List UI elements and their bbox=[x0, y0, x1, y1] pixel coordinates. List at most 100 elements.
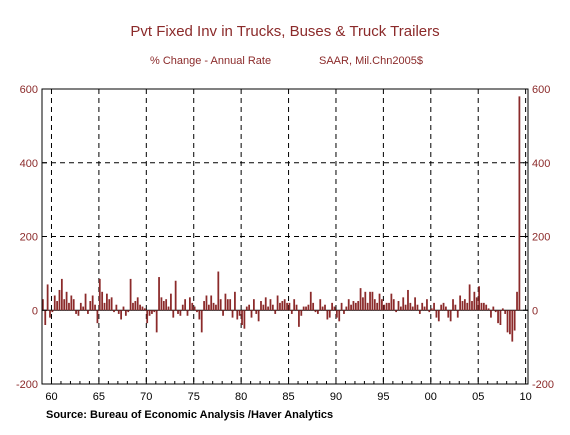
bar bbox=[226, 299, 229, 311]
y-axis-right: -200 0 200 400 600 bbox=[523, 84, 554, 391]
bar bbox=[110, 297, 113, 311]
x-tick-label: 05 bbox=[472, 391, 484, 403]
bar bbox=[288, 302, 291, 311]
bar bbox=[248, 304, 251, 311]
y-tick-label-right: 200 bbox=[532, 232, 550, 244]
bar bbox=[423, 306, 426, 311]
bar bbox=[198, 310, 201, 320]
bar bbox=[347, 299, 350, 311]
bar bbox=[210, 295, 213, 311]
x-axis: 60 65 70 75 80 85 90 95 00 05 10 bbox=[41, 378, 532, 403]
bar bbox=[305, 306, 307, 311]
bar bbox=[463, 299, 466, 311]
bar bbox=[411, 306, 414, 311]
x-tick-label: 80 bbox=[235, 391, 247, 403]
bar bbox=[426, 299, 428, 311]
bar bbox=[75, 310, 77, 314]
bar bbox=[295, 304, 298, 311]
bar bbox=[72, 299, 75, 311]
bar bbox=[482, 302, 485, 311]
bar bbox=[219, 299, 222, 311]
bar bbox=[224, 293, 227, 311]
bar bbox=[65, 291, 68, 311]
bar bbox=[333, 306, 336, 311]
bar bbox=[364, 291, 367, 311]
bar bbox=[373, 299, 376, 311]
bar bbox=[250, 310, 253, 318]
bar bbox=[234, 291, 236, 311]
bar bbox=[302, 306, 305, 311]
bar bbox=[241, 310, 243, 325]
bar bbox=[490, 310, 492, 318]
bar bbox=[357, 301, 360, 311]
x-tick-label: 90 bbox=[330, 391, 342, 403]
bar bbox=[345, 306, 348, 311]
bar bbox=[485, 304, 488, 311]
bar bbox=[172, 310, 175, 318]
x-tick-label: 95 bbox=[377, 391, 389, 403]
bar bbox=[376, 302, 379, 311]
bar bbox=[511, 310, 514, 342]
bar bbox=[343, 310, 345, 314]
bar bbox=[501, 308, 504, 311]
bar bbox=[205, 295, 208, 311]
chart-title: Pvt Fixed Inv in Trucks, Buses & Truck T… bbox=[130, 23, 439, 40]
bar bbox=[487, 308, 490, 311]
bar bbox=[155, 310, 158, 333]
bar bbox=[82, 306, 85, 311]
bar bbox=[335, 310, 338, 318]
bar bbox=[435, 310, 438, 318]
bar bbox=[300, 310, 303, 316]
bars bbox=[42, 96, 521, 342]
bar bbox=[188, 297, 191, 311]
bar bbox=[328, 310, 331, 318]
bar bbox=[212, 302, 215, 311]
bar bbox=[395, 310, 398, 313]
bar bbox=[186, 310, 189, 316]
bar bbox=[326, 310, 329, 320]
bar bbox=[516, 291, 518, 311]
bar bbox=[117, 310, 120, 314]
bar bbox=[271, 304, 274, 311]
bar bbox=[245, 306, 248, 311]
x-tick-label: 10 bbox=[520, 391, 532, 403]
y-tick-label-right: -200 bbox=[532, 379, 554, 391]
bar bbox=[68, 302, 70, 311]
bar bbox=[290, 310, 293, 314]
bar bbox=[409, 302, 412, 311]
bar bbox=[113, 310, 115, 313]
bar bbox=[518, 96, 521, 311]
source-note: Source: Bureau of Economic Analysis /Hav… bbox=[46, 409, 333, 421]
bar bbox=[91, 295, 94, 311]
bar bbox=[101, 291, 104, 311]
bar bbox=[141, 306, 144, 311]
chart-subtitle-right: SAAR, Mil.Chn2005$ bbox=[319, 55, 423, 67]
bar bbox=[267, 306, 269, 311]
bar bbox=[46, 284, 49, 311]
bar bbox=[286, 302, 288, 311]
bar bbox=[388, 302, 390, 311]
bar bbox=[200, 310, 203, 333]
bar bbox=[146, 310, 149, 324]
bar bbox=[392, 299, 395, 311]
bar bbox=[49, 310, 51, 318]
bar bbox=[158, 277, 160, 311]
bar bbox=[513, 310, 516, 331]
bar bbox=[390, 293, 393, 311]
bar bbox=[480, 302, 483, 311]
bar bbox=[452, 299, 454, 311]
bar bbox=[120, 310, 123, 320]
bar bbox=[314, 310, 317, 313]
bar bbox=[381, 299, 383, 311]
bar bbox=[151, 310, 153, 314]
bar bbox=[350, 304, 352, 311]
bar bbox=[255, 310, 258, 314]
bar bbox=[506, 310, 509, 333]
bar bbox=[96, 310, 99, 324]
bar bbox=[129, 278, 132, 311]
bar bbox=[416, 304, 419, 311]
bar bbox=[321, 306, 324, 311]
bar bbox=[445, 306, 447, 311]
bar bbox=[385, 302, 388, 311]
